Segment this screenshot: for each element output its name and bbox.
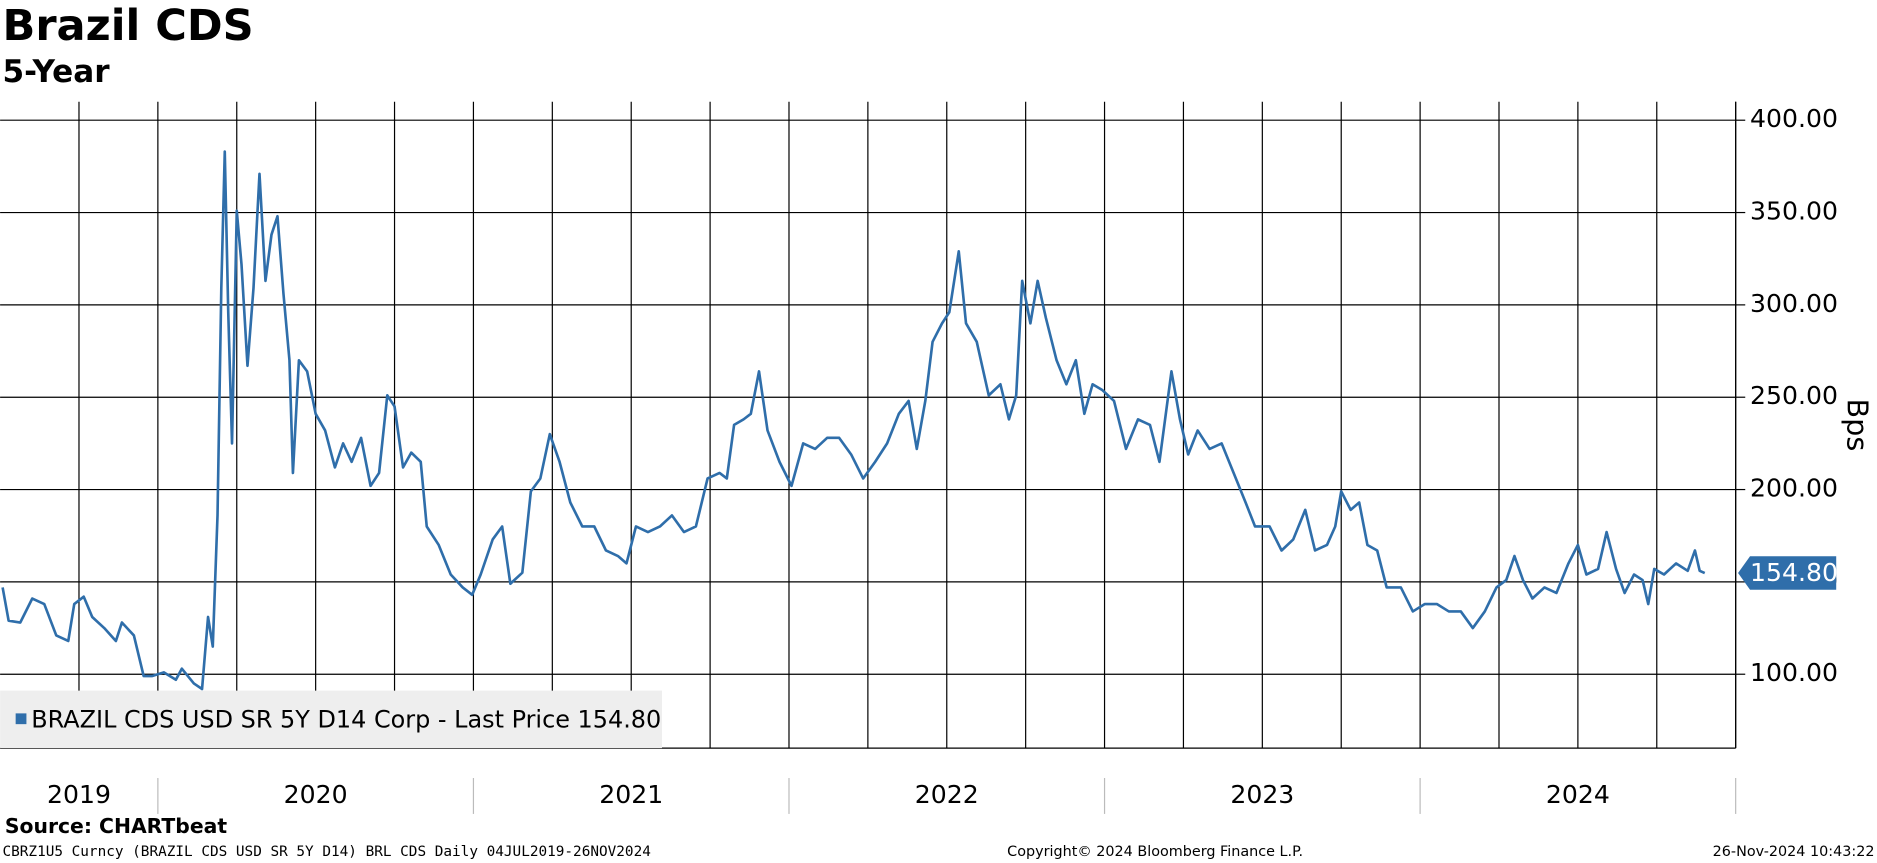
y-tick-label: 200.00: [1750, 474, 1838, 503]
chart-title: Brazil CDS: [2, 1, 253, 51]
x-tick-label: 2023: [1230, 780, 1294, 809]
footer-right: 26-Nov-2024 10:43:22: [1713, 844, 1875, 860]
last-price-tag: [1738, 556, 1837, 590]
data-line: [1, 150, 1706, 691]
legend-label: BRAZIL CDS USD SR 5Y D14 Corp - Last Pri…: [31, 706, 661, 734]
last-price-label: 154.80: [1750, 558, 1838, 587]
legend-box: [0, 690, 663, 749]
source: Source: CHARTbeat: [5, 814, 227, 838]
chart-subtitle: 5-Year: [2, 54, 110, 90]
y-axis-label: Bps: [1840, 398, 1874, 451]
y-tick-label: 300.00: [1750, 289, 1838, 318]
footer-center: Copyright© 2024 Bloomberg Finance L.P.: [1007, 844, 1303, 860]
x-tick-label: 2020: [284, 780, 348, 809]
footer-left: CBRZ1U5 Curncy (BRAZIL CDS USD SR 5Y D14…: [2, 844, 650, 860]
y-tick-label: 100.00: [1750, 658, 1838, 687]
y-tick-label: 250.00: [1750, 381, 1838, 410]
x-tick-label: 2019: [47, 780, 111, 809]
y-tick-label: 400.00: [1750, 104, 1838, 133]
x-tick-label: 2024: [1546, 780, 1610, 809]
y-tick-label: 350.00: [1750, 197, 1838, 226]
x-tick-label: 2021: [599, 780, 663, 809]
x-tick-label: 2022: [915, 780, 979, 809]
legend-swatch: [15, 713, 27, 725]
